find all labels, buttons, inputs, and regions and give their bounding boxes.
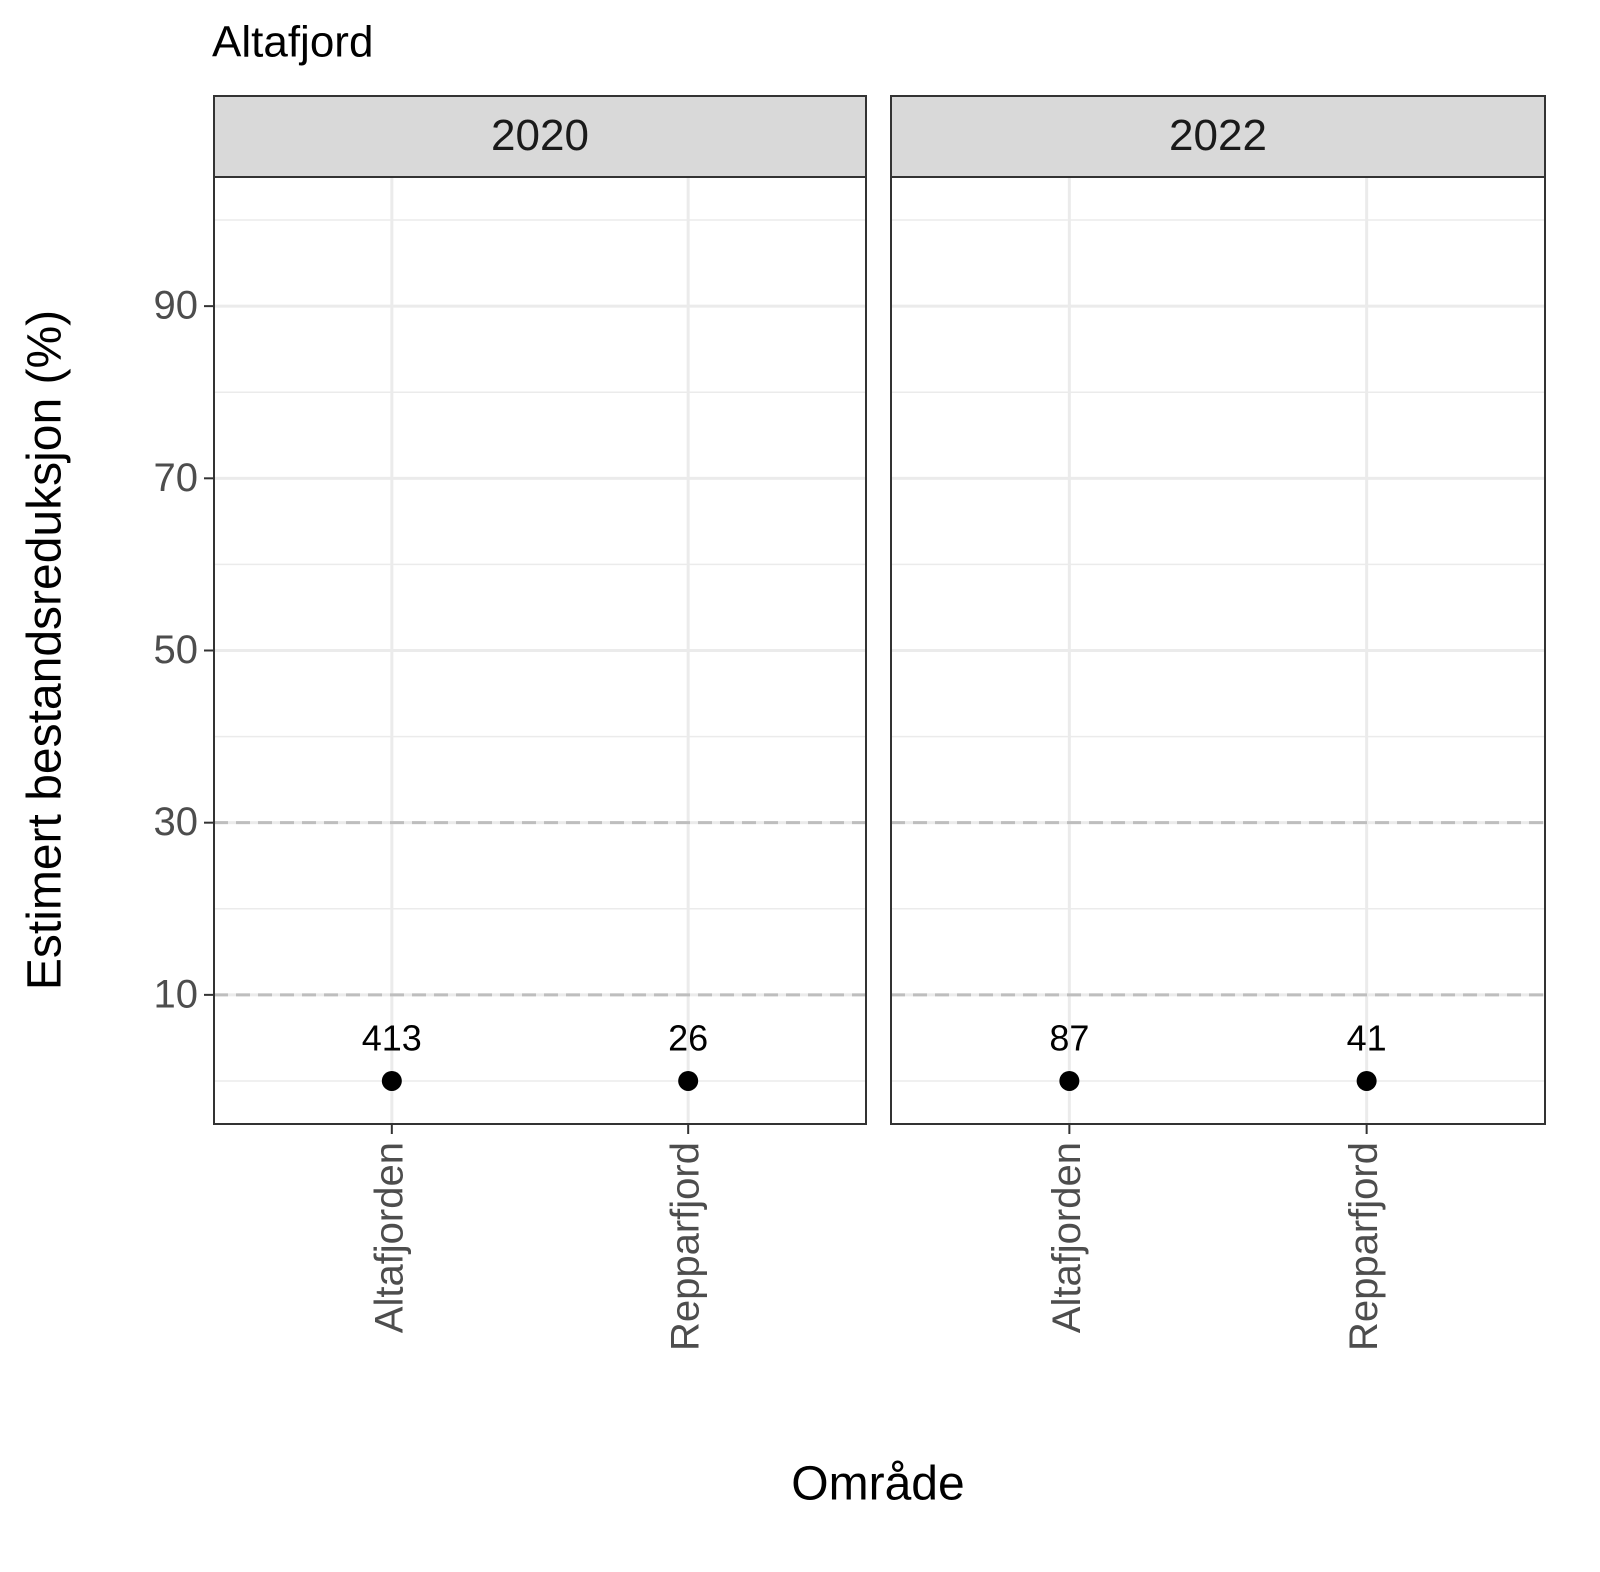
facet-label: 2022 — [1169, 111, 1267, 160]
y-tick-label: 50 — [154, 628, 199, 672]
chart-title: Altafjord — [212, 18, 373, 67]
point-label: 413 — [362, 1017, 422, 1058]
point — [678, 1070, 699, 1091]
y-tick-label: 10 — [154, 972, 199, 1016]
y-axis-title: Estimert bestandsreduksjon (%) — [19, 310, 72, 990]
facet-strip — [890, 95, 1546, 178]
x-tick-label: Repparfjord — [1342, 1142, 1386, 1351]
facet-strip — [213, 95, 867, 178]
point — [381, 1070, 402, 1091]
y-tick-label: 70 — [154, 456, 199, 500]
y-tick-label: 30 — [154, 800, 199, 844]
point-label: 41 — [1347, 1017, 1387, 1058]
point-label: 26 — [668, 1017, 708, 1058]
x-axis-title: Område — [791, 1458, 964, 1511]
point — [1059, 1070, 1080, 1091]
x-tick-label: Repparfjord — [664, 1142, 708, 1351]
point — [1356, 1070, 1377, 1091]
x-tick-label: Altafjorden — [1045, 1142, 1089, 1333]
x-tick-label: Altafjorden — [367, 1142, 411, 1333]
point-label: 87 — [1049, 1017, 1089, 1058]
facet-label: 2020 — [491, 111, 589, 160]
y-tick-label: 90 — [154, 284, 199, 328]
